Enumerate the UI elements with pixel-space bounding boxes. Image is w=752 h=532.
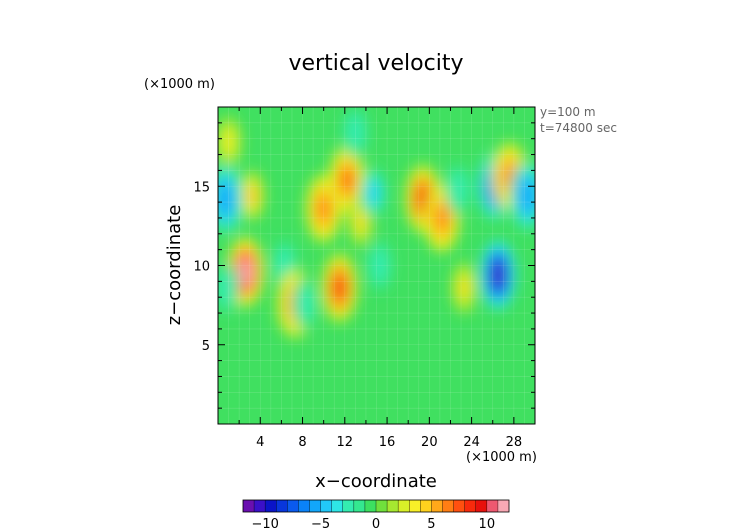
field-contour [356, 212, 365, 230]
colorbar-swatch [420, 500, 432, 512]
field-contour [333, 273, 346, 302]
colorbar-tick-label: 10 [479, 517, 496, 532]
field-contour [375, 256, 384, 275]
x-tick-label: 16 [379, 435, 396, 450]
x-axis-ticks: 4 8 12 16 20 24 28 [217, 107, 536, 450]
field-feature [445, 164, 471, 215]
field-contour [219, 184, 232, 214]
x-axis-label: x−coordinate [315, 471, 437, 492]
colorbar-swatch [475, 500, 488, 512]
colorbar-swatch [409, 500, 421, 512]
field-contour [239, 257, 252, 287]
colorbar-swatch [276, 500, 288, 512]
field-contour [351, 123, 360, 142]
field-feature [342, 107, 368, 158]
velocity-field [218, 107, 535, 338]
field-feature [239, 170, 265, 222]
x-tick-label: 8 [298, 435, 306, 450]
field-contour [300, 294, 309, 313]
colorbar-swatch [464, 500, 477, 512]
colorbar-swatch [387, 500, 399, 512]
field-contour [369, 183, 378, 202]
field-contour [453, 180, 462, 199]
field-feature [367, 240, 393, 291]
colorbar-swatch [254, 500, 266, 512]
y-axis-label: z−coordinate [164, 205, 185, 326]
field-contour [435, 203, 449, 233]
colorbar-swatch [320, 500, 333, 512]
x-tick-label: 20 [421, 435, 438, 450]
colorbar-swatch [398, 500, 410, 512]
x-axis-unit: (×1000 m) [466, 450, 537, 465]
colorbar-swatch [342, 500, 355, 512]
field-feature [451, 262, 477, 313]
annotation-y-position: y=100 m [540, 105, 596, 119]
y-tick-label: 15 [193, 180, 210, 195]
chart-title: vertical velocity [288, 51, 463, 76]
field-feature [292, 278, 318, 329]
x-tick-label: 24 [463, 435, 480, 450]
field-contour [491, 260, 505, 290]
field-feature [218, 262, 240, 313]
colorbar-frame [242, 499, 510, 513]
annotation-time: t=74800 sec [540, 121, 617, 135]
colorbar-tick-label: −5 [311, 517, 330, 532]
colorbar-swatch [442, 500, 454, 512]
field-contour [222, 278, 231, 297]
colorbar-swatch [243, 500, 255, 512]
colorbar-tick-label: 0 [372, 517, 380, 532]
colorbar-swatches [243, 500, 510, 512]
colorbar-swatch [486, 500, 499, 512]
y-tick-label: 10 [193, 260, 210, 275]
field-contour [280, 256, 289, 275]
field-contour [521, 181, 534, 211]
field-contour [317, 194, 330, 223]
field-feature [360, 167, 386, 218]
field-contour [340, 165, 354, 195]
field-feature [218, 116, 242, 168]
field-feature [480, 240, 517, 310]
field-contour [224, 133, 233, 151]
colorbar-swatch [309, 500, 321, 512]
y-axis-ticks: 5 10 15 [193, 106, 535, 425]
colorbar: −10 −5 0 5 10 [242, 499, 510, 532]
colorbar-swatch [287, 500, 299, 512]
colorbar-tick-label: −10 [251, 517, 278, 532]
colorbar-tick-label: 5 [427, 517, 435, 532]
colorbar-ticks: −10 −5 0 5 10 [251, 517, 495, 532]
y-tick-label: 5 [202, 339, 210, 354]
y-axis-unit: (×1000 m) [144, 77, 215, 92]
field-feature [328, 145, 365, 215]
x-tick-label: 12 [337, 435, 354, 450]
field-feature [321, 253, 358, 322]
colorbar-swatch [431, 500, 443, 512]
colorbar-swatch [265, 500, 277, 512]
field-contour [460, 278, 469, 297]
plot-area [217, 106, 536, 425]
colorbar-swatch [298, 500, 310, 512]
colorbar-swatch [353, 500, 366, 512]
field-feature [218, 164, 244, 234]
x-tick-label: 4 [256, 435, 264, 450]
colorbar-swatch [497, 500, 510, 512]
colorbar-swatch [376, 500, 388, 512]
colorbar-swatch [331, 500, 344, 512]
colorbar-swatch [453, 500, 466, 512]
x-tick-label: 28 [506, 435, 523, 450]
plot-gridlines [218, 107, 535, 424]
field-feature [509, 161, 535, 230]
colorbar-swatch [364, 500, 377, 512]
field-contour [247, 186, 256, 205]
